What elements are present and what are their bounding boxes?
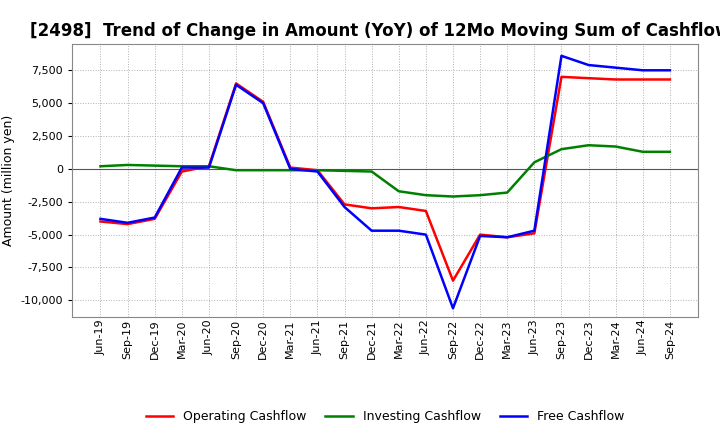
Investing Cashflow [123,162,132,168]
Operating Cashflow [665,77,674,82]
Operating Cashflow [395,205,403,210]
Operating Cashflow [313,168,322,173]
Title: [2498]  Trend of Change in Amount (YoY) of 12Mo Moving Sum of Cashflows: [2498] Trend of Change in Amount (YoY) o… [30,22,720,40]
Investing Cashflow [584,143,593,148]
Free Cashflow [232,82,240,88]
Free Cashflow [476,233,485,238]
Operating Cashflow [557,74,566,80]
Investing Cashflow [476,193,485,198]
Operating Cashflow [150,216,159,221]
Free Cashflow [557,53,566,59]
Line: Free Cashflow: Free Cashflow [101,56,670,308]
Investing Cashflow [611,144,620,149]
Operating Cashflow [96,219,105,224]
Free Cashflow [639,68,647,73]
Investing Cashflow [313,168,322,173]
Operating Cashflow [476,232,485,237]
Free Cashflow [341,205,349,210]
Operating Cashflow [503,235,511,240]
Operating Cashflow [286,165,294,170]
Free Cashflow [259,100,268,106]
Operating Cashflow [584,76,593,81]
Free Cashflow [530,228,539,233]
Free Cashflow [286,166,294,172]
Operating Cashflow [639,77,647,82]
Investing Cashflow [395,189,403,194]
Investing Cashflow [178,164,186,169]
Operating Cashflow [259,99,268,104]
Operating Cashflow [341,202,349,207]
Operating Cashflow [204,164,213,169]
Free Cashflow [96,216,105,221]
Investing Cashflow [286,168,294,173]
Operating Cashflow [530,231,539,236]
Line: Investing Cashflow: Investing Cashflow [101,145,670,197]
Investing Cashflow [341,168,349,173]
Line: Operating Cashflow: Operating Cashflow [101,77,670,281]
Free Cashflow [150,215,159,220]
Operating Cashflow [611,77,620,82]
Operating Cashflow [123,221,132,227]
Free Cashflow [313,169,322,174]
Free Cashflow [123,220,132,225]
Investing Cashflow [96,164,105,169]
Operating Cashflow [421,208,430,213]
Investing Cashflow [259,168,268,173]
Y-axis label: Amount (million yen): Amount (million yen) [2,115,15,246]
Free Cashflow [178,165,186,170]
Free Cashflow [611,65,620,70]
Free Cashflow [665,68,674,73]
Investing Cashflow [665,149,674,154]
Operating Cashflow [178,169,186,174]
Investing Cashflow [557,147,566,152]
Investing Cashflow [232,168,240,173]
Free Cashflow [421,232,430,237]
Investing Cashflow [150,163,159,168]
Investing Cashflow [503,190,511,195]
Operating Cashflow [232,81,240,86]
Legend: Operating Cashflow, Investing Cashflow, Free Cashflow: Operating Cashflow, Investing Cashflow, … [141,405,629,428]
Investing Cashflow [421,193,430,198]
Free Cashflow [395,228,403,233]
Investing Cashflow [530,160,539,165]
Operating Cashflow [367,205,376,211]
Investing Cashflow [204,164,213,169]
Free Cashflow [449,306,457,311]
Free Cashflow [503,235,511,240]
Investing Cashflow [639,149,647,154]
Operating Cashflow [449,278,457,283]
Free Cashflow [367,228,376,233]
Free Cashflow [584,62,593,68]
Investing Cashflow [367,169,376,174]
Free Cashflow [204,165,213,170]
Investing Cashflow [449,194,457,199]
